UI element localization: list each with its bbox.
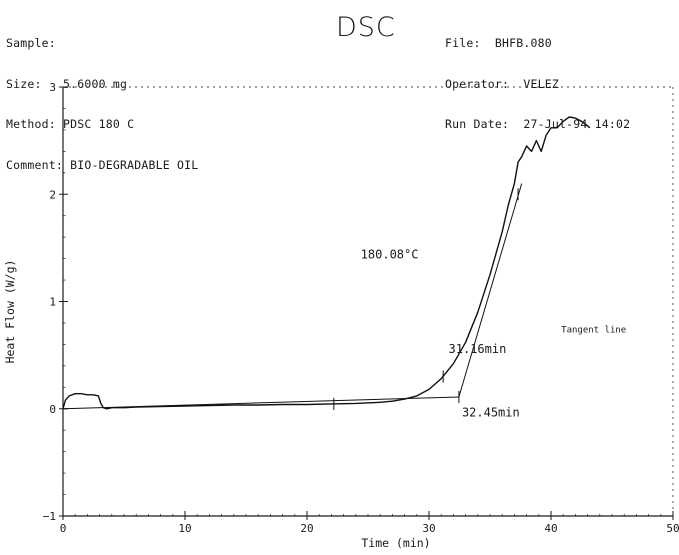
- y-tick-label: 2: [49, 188, 56, 201]
- x-axis-title: Time (min): [361, 536, 430, 550]
- annotation-label: 180.08°C: [361, 248, 419, 262]
- y-tick-label: −1: [43, 510, 56, 523]
- x-tick-label: 0: [60, 522, 67, 535]
- y-tick-label: 3: [49, 81, 56, 94]
- annotation-label: 32.45min: [462, 405, 520, 419]
- annotation-label: 31.16min: [449, 342, 507, 356]
- heat-flow-curve: [63, 117, 590, 409]
- labels-group: 180.08°C 31.16min 32.45min Tangent line Time…: [3, 248, 626, 550]
- tangent-line: [459, 184, 522, 397]
- x-tick-label: 40: [544, 522, 557, 535]
- x-tick-label: 10: [178, 522, 191, 535]
- annotation-label: Tangent line: [561, 326, 626, 336]
- axis-ticks-group: 0 10 20 30 40 50 −1 0 1 2 3: [43, 81, 679, 535]
- x-tick-label: 30: [422, 522, 435, 535]
- y-axis-title: Heat Flow (W/g): [3, 260, 17, 364]
- y-tick-label: 0: [49, 403, 56, 416]
- y-tick-label: 1: [49, 296, 56, 309]
- baseline-line: [63, 397, 459, 409]
- data-group: [63, 117, 590, 410]
- x-tick-label: 20: [300, 522, 313, 535]
- plot-frame-group: [63, 87, 673, 516]
- x-tick-label: 50: [666, 522, 679, 535]
